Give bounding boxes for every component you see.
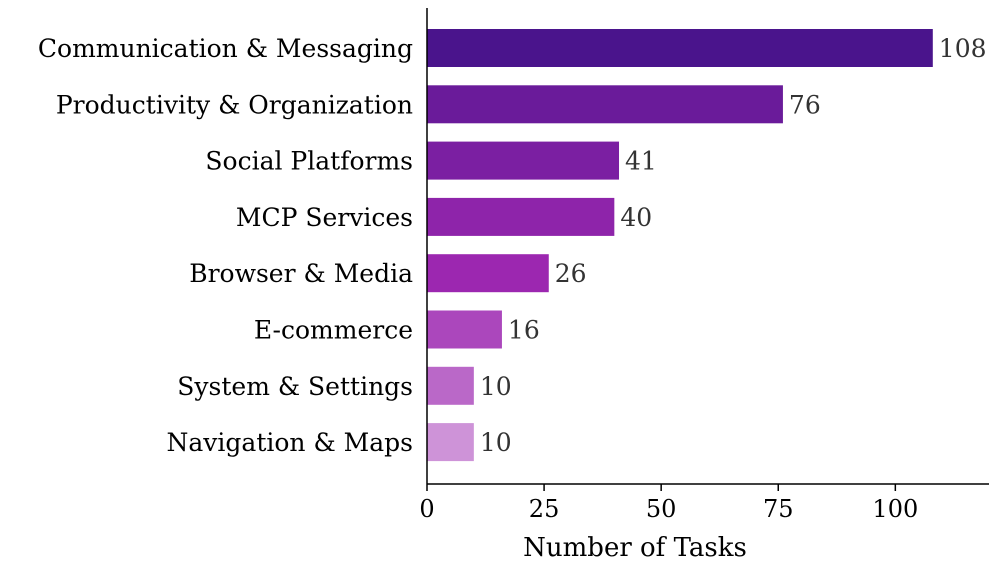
value-label: 108 — [939, 34, 987, 63]
category-label: Browser & Media — [189, 259, 413, 288]
category-label: System & Settings — [177, 372, 413, 401]
value-label: 10 — [480, 428, 512, 457]
x-axis-title: Number of Tasks — [523, 533, 747, 563]
value-label: 10 — [480, 372, 512, 401]
bar-8 — [427, 423, 474, 462]
category-label: Communication & Messaging — [38, 34, 413, 63]
value-labels: 108 76 41 40 26 16 10 10 — [480, 34, 987, 457]
value-label: 16 — [508, 316, 540, 345]
bar-5 — [427, 254, 549, 293]
bar-7 — [427, 366, 474, 405]
bars-layer — [427, 29, 933, 462]
bar-6 — [427, 310, 502, 349]
x-tick-label: 50 — [646, 495, 677, 523]
x-tick-label: 75 — [763, 495, 794, 523]
x-tick-label: 0 — [419, 495, 434, 523]
x-ticks: 0 25 50 75 100 — [419, 484, 918, 523]
category-label: Navigation & Maps — [167, 428, 413, 457]
value-label: 40 — [620, 203, 652, 232]
value-label: 26 — [555, 259, 587, 288]
category-label: E-commerce — [254, 316, 413, 345]
value-label: 76 — [789, 90, 821, 119]
bar-4 — [427, 197, 615, 236]
bar-1 — [427, 29, 933, 67]
category-label: Productivity & Organization — [56, 90, 413, 119]
axes — [426, 8, 989, 485]
bar-3 — [427, 141, 620, 180]
category-label: Social Platforms — [205, 147, 413, 176]
x-tick-label: 100 — [872, 495, 918, 523]
category-labels: Communication & Messaging Productivity & … — [38, 34, 413, 457]
x-tick-label: 25 — [529, 495, 560, 523]
category-label: MCP Services — [236, 203, 413, 232]
bar-2 — [427, 85, 783, 124]
value-label: 41 — [625, 147, 657, 176]
